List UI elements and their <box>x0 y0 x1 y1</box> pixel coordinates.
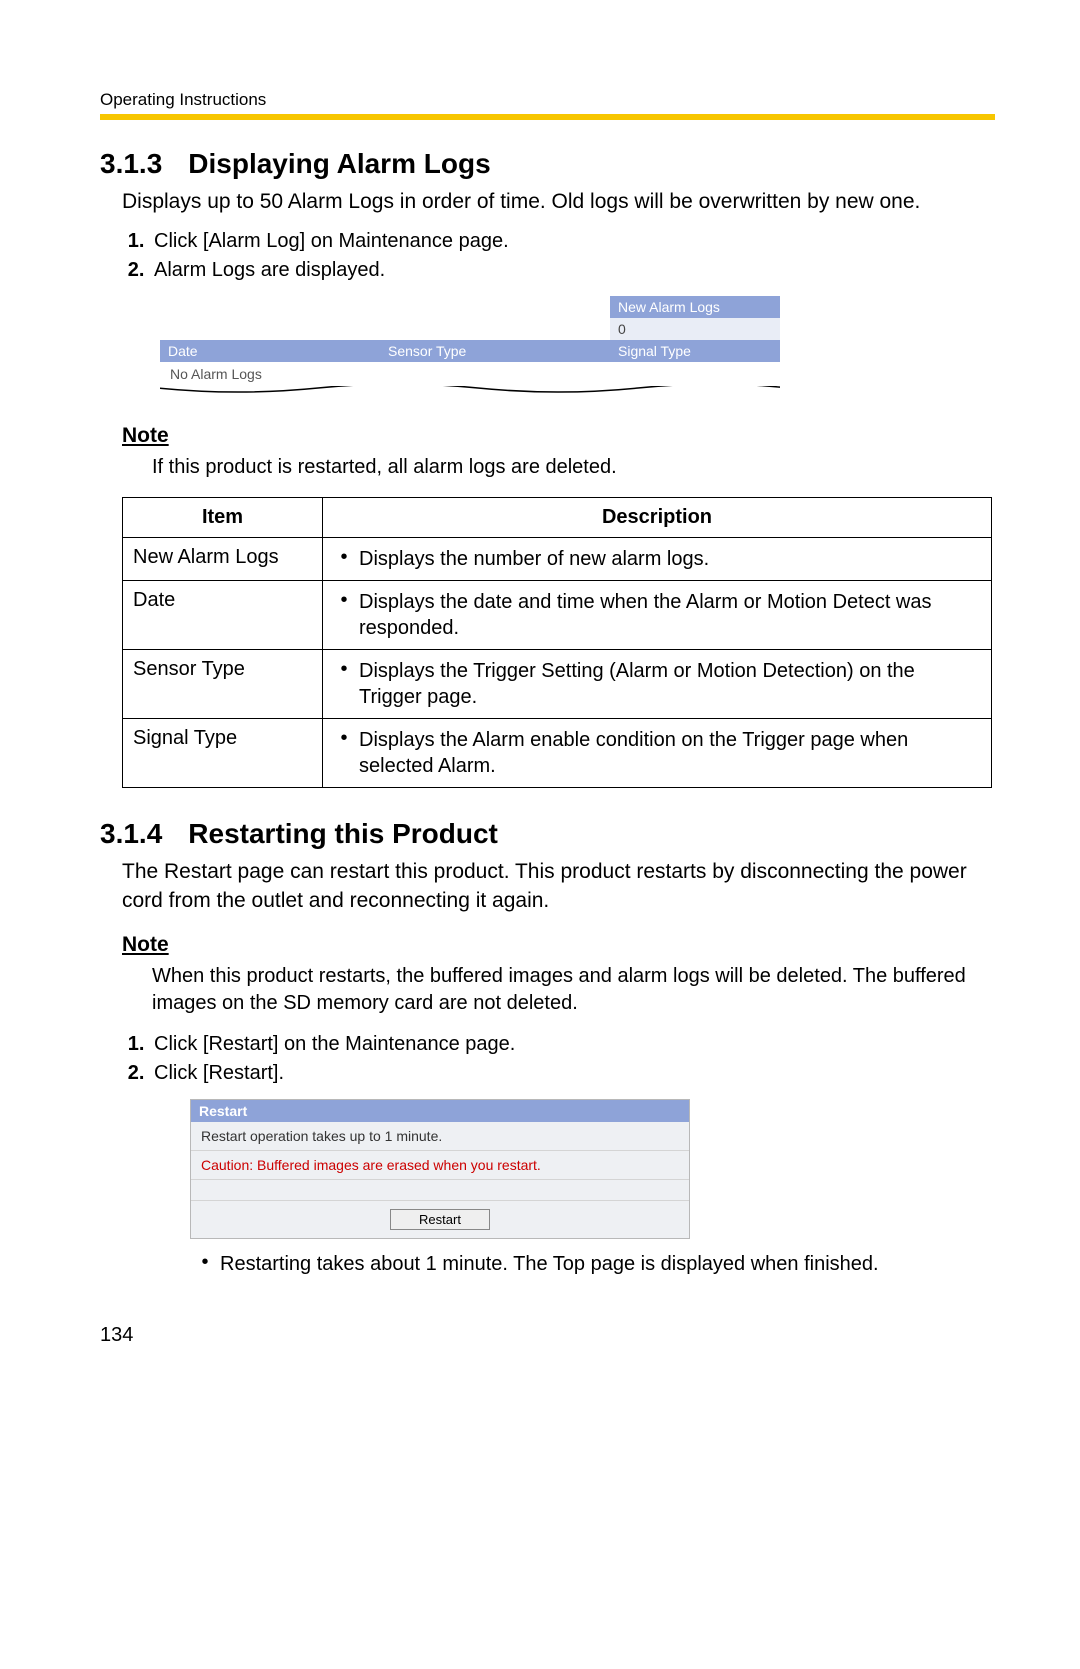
table-row: Sensor Type •Displays the Trigger Settin… <box>123 650 992 719</box>
item-cell: New Alarm Logs <box>123 538 323 581</box>
restart-button-row: Restart <box>191 1201 689 1238</box>
restart-panel-title: Restart <box>191 1100 689 1122</box>
item-cell: Date <box>123 581 323 650</box>
hdr-description: Description <box>323 498 992 538</box>
section-3-1-4-intro: The Restart page can restart this produc… <box>122 858 995 915</box>
col-sensor: Sensor Type <box>380 340 610 362</box>
restart-button[interactable]: Restart <box>390 1209 490 1230</box>
restart-info-line: Restart operation takes up to 1 minute. <box>191 1122 689 1151</box>
section-3-1-3-intro: Displays up to 50 Alarm Logs in order of… <box>122 188 995 216</box>
step-2: Alarm Logs are displayed. <box>150 259 995 282</box>
no-alarm-logs: No Alarm Logs <box>160 362 780 386</box>
alarm-log-screenshot: New Alarm Logs 0 Date Sensor Type Signal… <box>160 296 780 404</box>
section-title: Restarting this Product <box>188 818 498 849</box>
col-signal: Signal Type <box>610 340 780 362</box>
final-bullet: • Restarting takes about 1 minute. The T… <box>190 1251 995 1278</box>
section-3-1-4-steps: Click [Restart] on the Maintenance page.… <box>122 1033 995 1085</box>
table-header-row: Item Description <box>123 498 992 538</box>
page: Operating Instructions 3.1.3 Displaying A… <box>0 0 1080 1407</box>
step-1: Click [Alarm Log] on Maintenance page. <box>150 230 995 253</box>
restart-gap <box>191 1179 689 1201</box>
table-row: New Alarm Logs •Displays the number of n… <box>123 538 992 581</box>
item-cell: Signal Type <box>123 719 323 788</box>
description-table: Item Description New Alarm Logs •Display… <box>122 497 992 788</box>
running-header: Operating Instructions <box>100 90 995 110</box>
hdr-item: Item <box>123 498 323 538</box>
note-2-heading: Note <box>122 933 995 957</box>
note-2-text: When this product restarts, the buffered… <box>152 963 995 1017</box>
step-1: Click [Restart] on the Maintenance page. <box>150 1033 995 1056</box>
note-1-text: If this product is restarted, all alarm … <box>152 454 995 481</box>
page-number: 134 <box>100 1324 995 1347</box>
section-number: 3.1.4 <box>100 818 162 850</box>
col-date: Date <box>160 340 380 362</box>
desc-cell: •Displays the date and time when the Ala… <box>323 581 992 650</box>
desc-cell: •Displays the Trigger Setting (Alarm or … <box>323 650 992 719</box>
restart-caution: Caution: Buffered images are erased when… <box>191 1151 689 1179</box>
note-1-heading: Note <box>122 424 995 448</box>
section-3-1-3-heading: 3.1.3 Displaying Alarm Logs <box>100 148 995 180</box>
restart-screenshot: Restart Restart operation takes up to 1 … <box>190 1099 690 1239</box>
header-rule <box>100 114 995 120</box>
table-row: Date •Displays the date and time when th… <box>123 581 992 650</box>
step-2: Click [Restart]. <box>150 1062 995 1085</box>
desc-cell: •Displays the number of new alarm logs. <box>323 538 992 581</box>
new-alarm-logs-label: New Alarm Logs <box>610 296 780 318</box>
section-3-1-3-steps: Click [Alarm Log] on Maintenance page. A… <box>122 230 995 282</box>
torn-edge <box>160 386 780 404</box>
new-alarm-logs-value: 0 <box>610 318 780 340</box>
table-row: Signal Type •Displays the Alarm enable c… <box>123 719 992 788</box>
section-title: Displaying Alarm Logs <box>188 148 490 179</box>
section-3-1-4-heading: 3.1.4 Restarting this Product <box>100 818 995 850</box>
item-cell: Sensor Type <box>123 650 323 719</box>
desc-cell: •Displays the Alarm enable condition on … <box>323 719 992 788</box>
section-number: 3.1.3 <box>100 148 162 180</box>
